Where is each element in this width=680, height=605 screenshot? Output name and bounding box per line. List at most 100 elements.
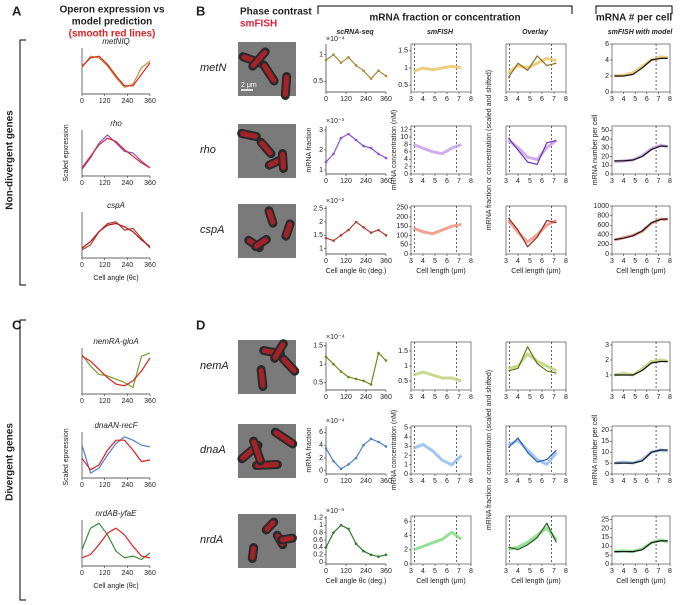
x-tick-label: 120 <box>99 570 111 577</box>
x-tick-label: 8 <box>668 258 672 265</box>
gene-name: cspA <box>200 224 224 236</box>
data-point <box>347 375 350 379</box>
x-tick-label: 0 <box>80 398 84 405</box>
data-line <box>81 355 151 387</box>
data-line <box>507 139 558 162</box>
axis-multiplier: ×10⁻⁴ <box>326 418 345 425</box>
bracket <box>317 5 573 14</box>
x-tick-label: 3 <box>504 394 508 401</box>
smfish-header: smFISH <box>240 19 277 30</box>
plot-frame <box>611 125 671 175</box>
x-tick-label: 6 <box>445 394 449 401</box>
y-tick-label: 25 <box>601 516 609 523</box>
x-tick-label: 7 <box>552 394 556 401</box>
y-tick-label: 100 <box>396 232 408 239</box>
x-tick-label: 4 <box>421 478 425 485</box>
x-tick-label: 7 <box>552 96 556 103</box>
x-tick-label: 240 <box>121 262 133 269</box>
x-tick-label: 6 <box>645 394 649 401</box>
data-line <box>81 439 151 471</box>
data-line <box>325 438 387 470</box>
y-tick-label: 150 <box>396 223 408 230</box>
x-tick-label: 7 <box>552 568 556 575</box>
x-tick-label: 0 <box>324 478 328 485</box>
gene-name: dnaA <box>200 444 226 456</box>
y-tick-label: 0 <box>319 468 323 475</box>
x-tick-label: 7 <box>656 568 660 575</box>
x-tick-label: 8 <box>469 258 473 265</box>
data-point <box>324 447 328 450</box>
y-tick-label: 2.5 <box>313 206 323 213</box>
x-tick-label: 3 <box>409 96 413 103</box>
data-point <box>339 136 343 140</box>
y-tick-label: 30 <box>601 145 609 152</box>
y-tick-label: 10 <box>601 162 609 169</box>
x-tick-label: 5 <box>528 96 532 103</box>
axis-multiplier: ×10⁻² <box>326 198 345 205</box>
plot-frame <box>611 515 671 565</box>
y-tick-label: 1 <box>605 372 609 379</box>
bracket <box>19 319 26 601</box>
y-tick-label: 4 <box>404 434 408 441</box>
x-tick-label: 3 <box>409 568 413 575</box>
x-tick-label: 6 <box>645 478 649 485</box>
y-tick-label: 0 <box>605 89 609 96</box>
plot-frame <box>611 205 671 255</box>
data-point <box>377 440 380 444</box>
data-point <box>354 542 358 545</box>
data-point <box>369 146 373 150</box>
x-tick-label: 5 <box>528 568 532 575</box>
data-point <box>332 459 335 463</box>
y-tick-label: 5 <box>605 552 609 559</box>
y-tick-label: 3 <box>605 342 609 349</box>
y-tick-label: 600 <box>597 222 609 229</box>
data-line <box>81 527 151 559</box>
x-tick-label: 5 <box>528 478 532 485</box>
x-tick-label: 4 <box>516 178 520 185</box>
x-tick-label: 8 <box>469 178 473 185</box>
data-point <box>332 362 335 366</box>
y-tick-label: 200 <box>396 214 408 221</box>
x-axis-label: Cell angle (θc) <box>93 275 138 282</box>
data-line <box>508 522 557 551</box>
plot-frame <box>505 205 567 255</box>
x-tick-label: 6 <box>540 478 544 485</box>
data-point <box>384 74 388 78</box>
cell-signal <box>253 237 269 249</box>
data-point <box>384 445 388 448</box>
data-line <box>412 64 462 73</box>
operon-label: dnaAN-recF <box>94 421 138 430</box>
axis-multiplier: ×10⁻³ <box>326 118 345 125</box>
panel-letter: D <box>196 317 205 332</box>
x-tick-label: 8 <box>668 178 672 185</box>
data-line <box>81 522 151 561</box>
x-tick-label: 0 <box>80 570 84 577</box>
plot-frame <box>505 425 567 475</box>
x-tick-label: 240 <box>360 478 372 485</box>
x-tick-label: 4 <box>622 96 626 103</box>
x-tick-label: 6 <box>645 568 649 575</box>
x-tick-label: 6 <box>445 568 449 575</box>
y-tick-label: 2 <box>319 455 323 462</box>
data-line <box>614 540 668 553</box>
gene-name: metN <box>200 62 226 74</box>
y-tick-label: 3 <box>404 443 408 450</box>
x-tick-label: 3 <box>504 258 508 265</box>
data-point <box>347 228 350 232</box>
y-tick-label: 250 <box>396 205 408 212</box>
x-tick-label: 4 <box>516 96 520 103</box>
x-tick-label: 4 <box>516 568 520 575</box>
data-line <box>614 55 668 78</box>
data-line <box>507 217 557 248</box>
y-tick-label: 1.5 <box>313 232 323 239</box>
y-tick-label: 0 <box>605 171 609 178</box>
phase-header: Phase contrast <box>240 7 312 18</box>
data-point <box>332 152 335 156</box>
y-tick-label: 0.5 <box>398 82 408 89</box>
data-point <box>369 77 373 80</box>
x-tick-label: 6 <box>645 96 649 103</box>
x-tick-label: 360 <box>144 482 156 489</box>
x-tick-label: 120 <box>99 398 111 405</box>
row-group: Non-divergent genes <box>5 110 16 210</box>
plot-frame <box>505 341 567 391</box>
